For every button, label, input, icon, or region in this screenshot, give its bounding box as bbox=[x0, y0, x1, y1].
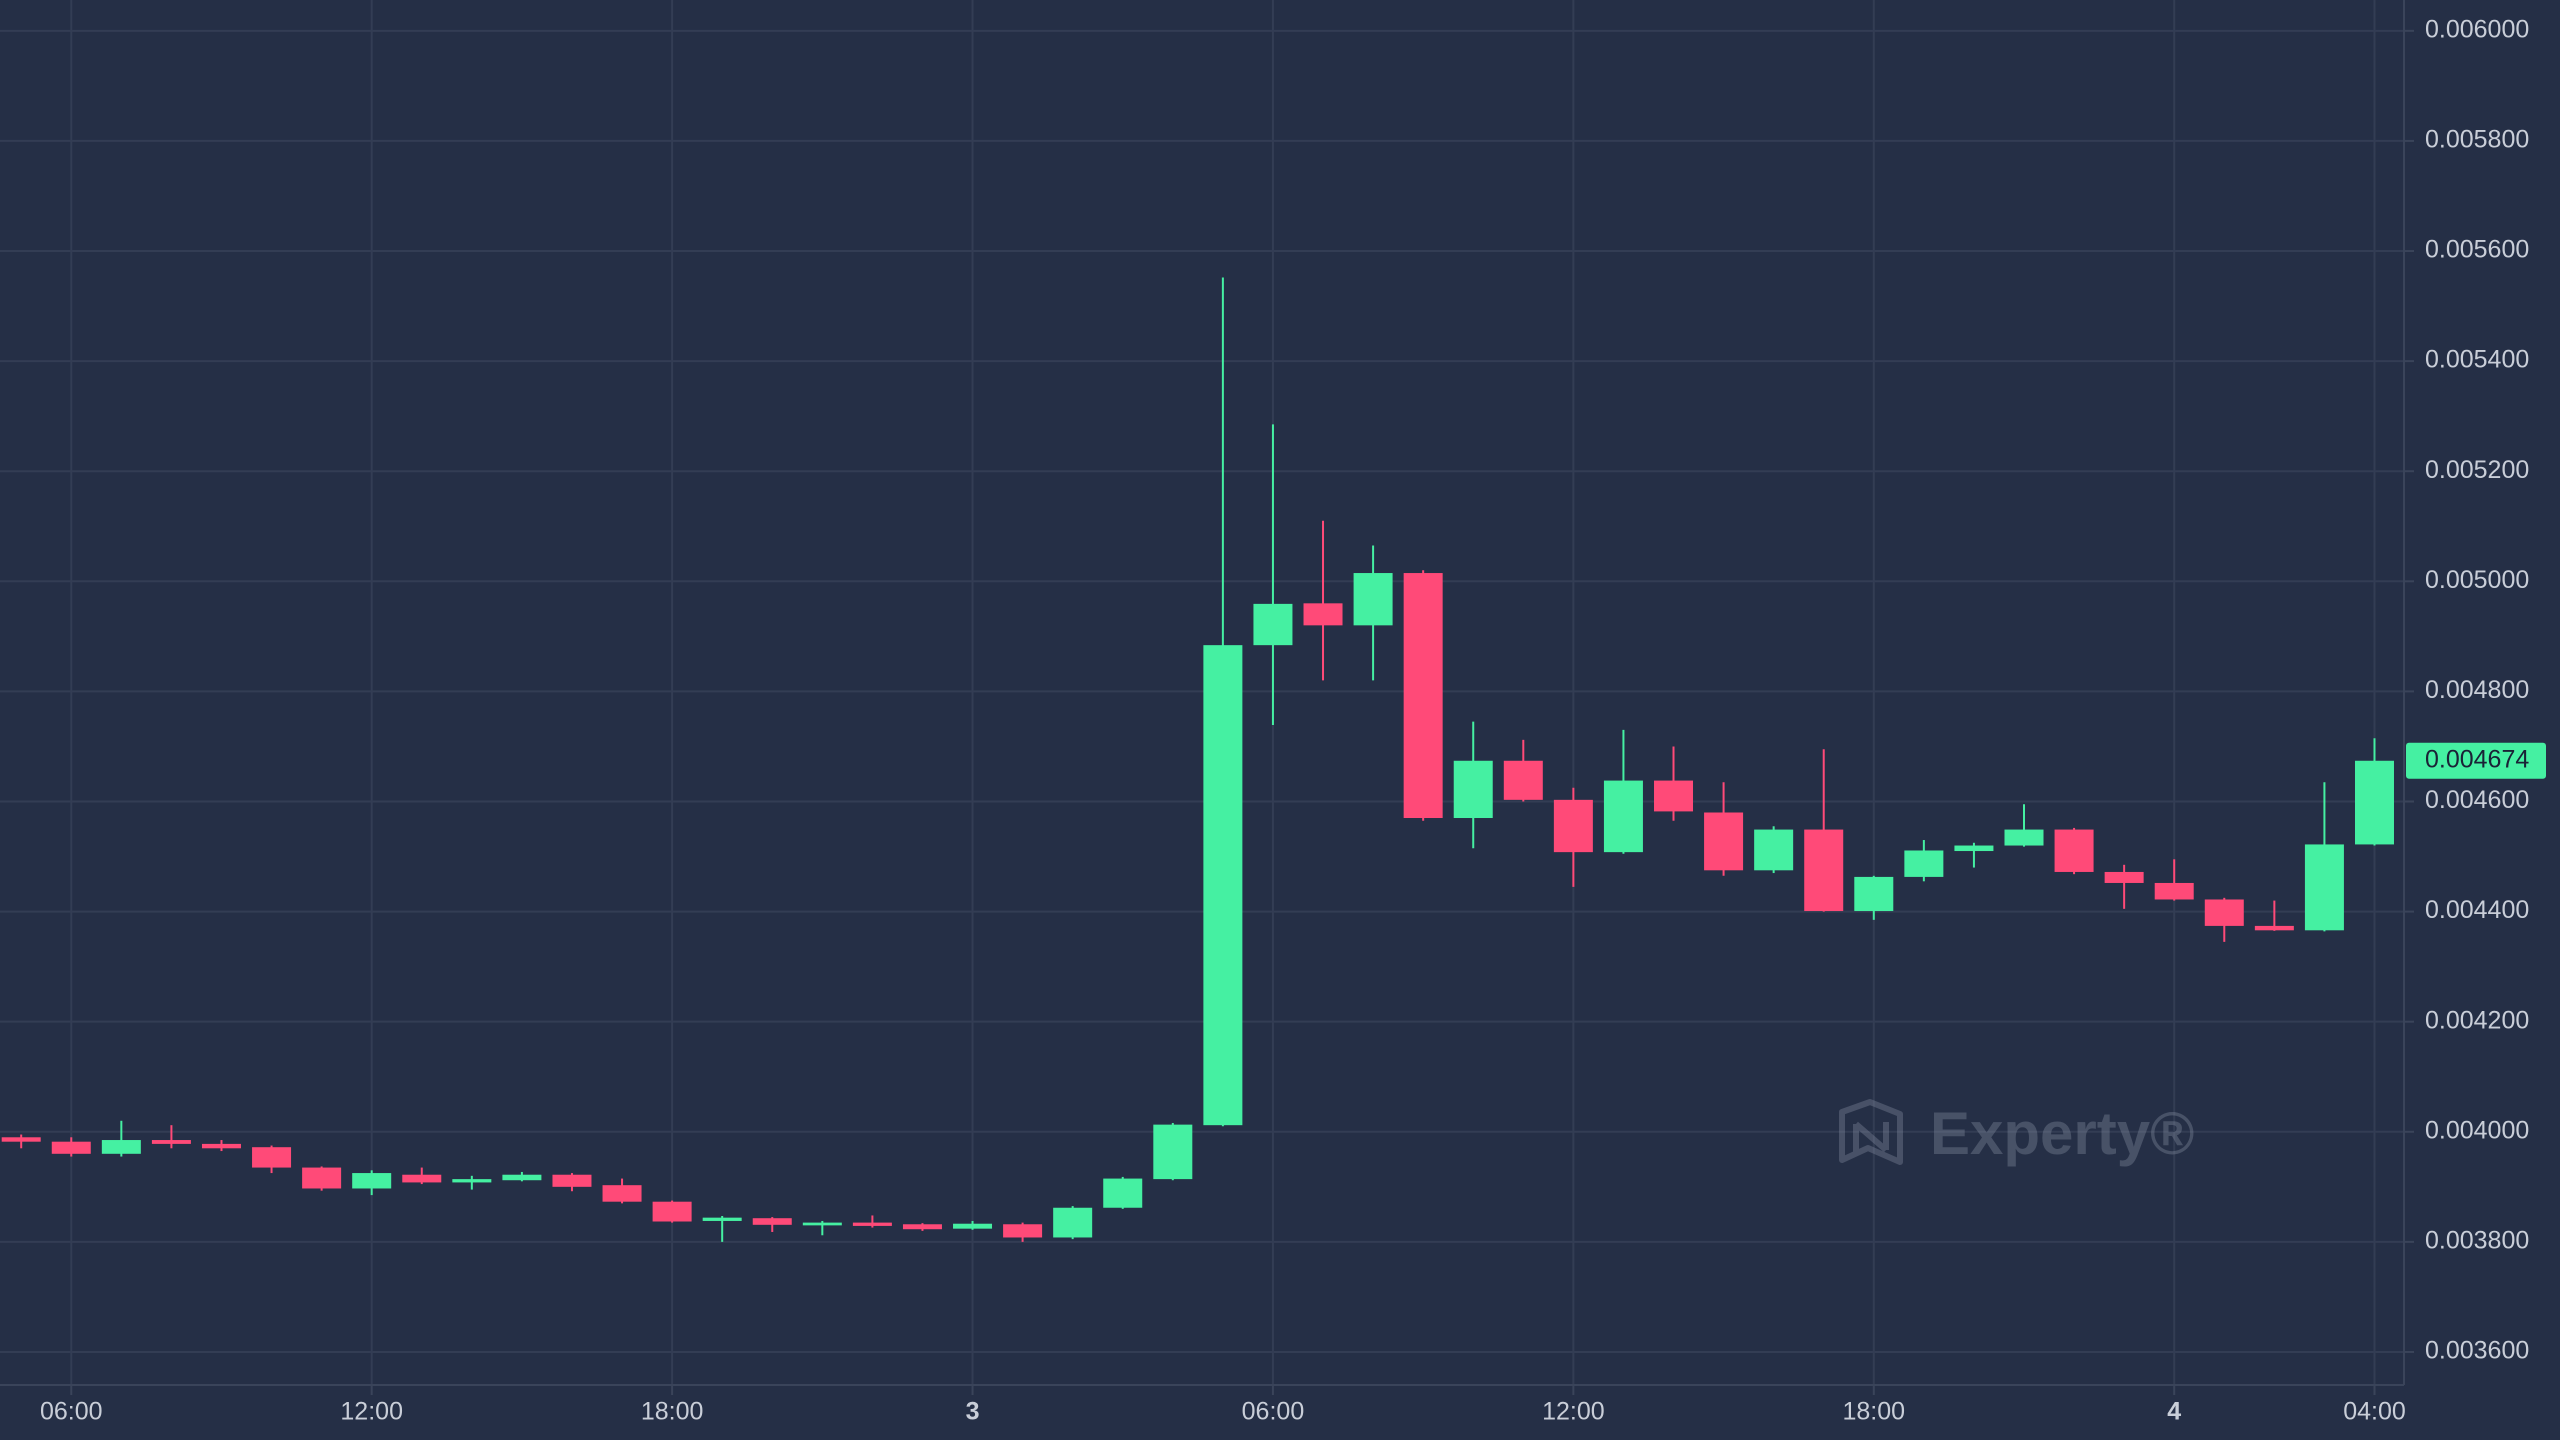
x-tick-label: 06:00 bbox=[1242, 1398, 1305, 1426]
candle-body bbox=[552, 1174, 592, 1187]
candle-body bbox=[201, 1143, 241, 1149]
candle-body bbox=[1754, 829, 1794, 871]
candle-body bbox=[2254, 925, 2294, 931]
candle-body bbox=[1403, 573, 1443, 819]
candle-body bbox=[1353, 573, 1393, 626]
candle-body bbox=[1854, 876, 1894, 912]
y-tick-label: 0.005400 bbox=[2425, 346, 2529, 374]
y-tick-label: 0.004800 bbox=[2425, 676, 2529, 704]
candle-body bbox=[1, 1137, 41, 1142]
candle-body bbox=[1603, 780, 1643, 853]
candle-body bbox=[1103, 1178, 1143, 1208]
x-tick-label: 18:00 bbox=[641, 1398, 704, 1426]
candle-body bbox=[1303, 603, 1343, 626]
candle-body bbox=[953, 1223, 993, 1229]
candle-body bbox=[1453, 760, 1493, 819]
candles bbox=[1, 277, 2394, 1242]
candle-body bbox=[702, 1217, 742, 1221]
candle-body bbox=[752, 1218, 792, 1225]
watermark: Experty® bbox=[1839, 1099, 2194, 1167]
x-tick-label: 3 bbox=[966, 1398, 980, 1426]
candle-body bbox=[352, 1173, 392, 1189]
candle-body bbox=[452, 1179, 492, 1183]
candle-body bbox=[2354, 760, 2394, 845]
candle-body bbox=[852, 1222, 892, 1226]
candle-body bbox=[1954, 845, 1994, 852]
candle-body bbox=[2304, 844, 2344, 931]
candle-body bbox=[1654, 780, 1694, 812]
candle-body bbox=[151, 1140, 191, 1144]
x-tick-label: 04:00 bbox=[2343, 1398, 2406, 1426]
candle-body bbox=[1003, 1224, 1043, 1238]
y-tick-label: 0.003800 bbox=[2425, 1226, 2529, 1254]
candle-body bbox=[802, 1222, 842, 1226]
candle-body bbox=[1553, 799, 1593, 853]
x-tick-label: 12:00 bbox=[340, 1398, 403, 1426]
candle-body bbox=[1904, 850, 1944, 877]
y-tick-label: 0.005200 bbox=[2425, 456, 2529, 484]
candle-body bbox=[302, 1167, 342, 1189]
axes: 0.003600 0.003800 0.004000 0.004200 0.004400… bbox=[40, 15, 2546, 1426]
y-tick-label: 0.005600 bbox=[2425, 236, 2529, 264]
y-tick-label: 0.003600 bbox=[2425, 1337, 2529, 1365]
candle-body bbox=[2104, 871, 2144, 883]
y-tick-label: 0.004400 bbox=[2425, 896, 2529, 924]
last-price-badge bbox=[2406, 742, 2546, 779]
y-tick-label: 0.004000 bbox=[2425, 1116, 2529, 1144]
candle-body bbox=[2204, 899, 2244, 926]
y-tick-label: 0.004600 bbox=[2425, 786, 2529, 814]
candle-body bbox=[652, 1201, 692, 1222]
candle-body bbox=[1503, 760, 1543, 800]
y-tick-label: 0.005800 bbox=[2425, 126, 2529, 154]
candle-body bbox=[502, 1174, 542, 1181]
watermark-logo bbox=[1839, 1099, 1903, 1165]
candle-body bbox=[1203, 645, 1243, 1126]
candle-body bbox=[252, 1147, 292, 1168]
y-tick-label: 0.004200 bbox=[2425, 1006, 2529, 1034]
candle-body bbox=[402, 1174, 442, 1183]
x-tick-label: 4 bbox=[2167, 1398, 2181, 1426]
candle-body bbox=[101, 1140, 141, 1154]
last-price-label: 0.004674 bbox=[2425, 745, 2529, 773]
candle-body bbox=[1053, 1207, 1093, 1238]
x-tick-label: 12:00 bbox=[1542, 1398, 1605, 1426]
x-tick-label: 06:00 bbox=[40, 1398, 103, 1426]
candle-body bbox=[51, 1141, 91, 1154]
candle-body bbox=[902, 1224, 942, 1230]
candle-body bbox=[1804, 829, 1844, 912]
candle-body bbox=[2004, 829, 2044, 846]
watermark-text: Experty® bbox=[1930, 1100, 2194, 1167]
candle-body bbox=[602, 1185, 642, 1202]
candle-body bbox=[1253, 603, 1293, 646]
candle-body bbox=[1704, 812, 1744, 871]
candle-body bbox=[2054, 829, 2094, 872]
x-tick-label: 18:00 bbox=[1843, 1398, 1906, 1426]
candle-body bbox=[1153, 1124, 1193, 1180]
y-tick-label: 0.005000 bbox=[2425, 566, 2529, 594]
candle-body bbox=[2154, 882, 2194, 900]
y-tick-label: 0.006000 bbox=[2425, 15, 2529, 43]
